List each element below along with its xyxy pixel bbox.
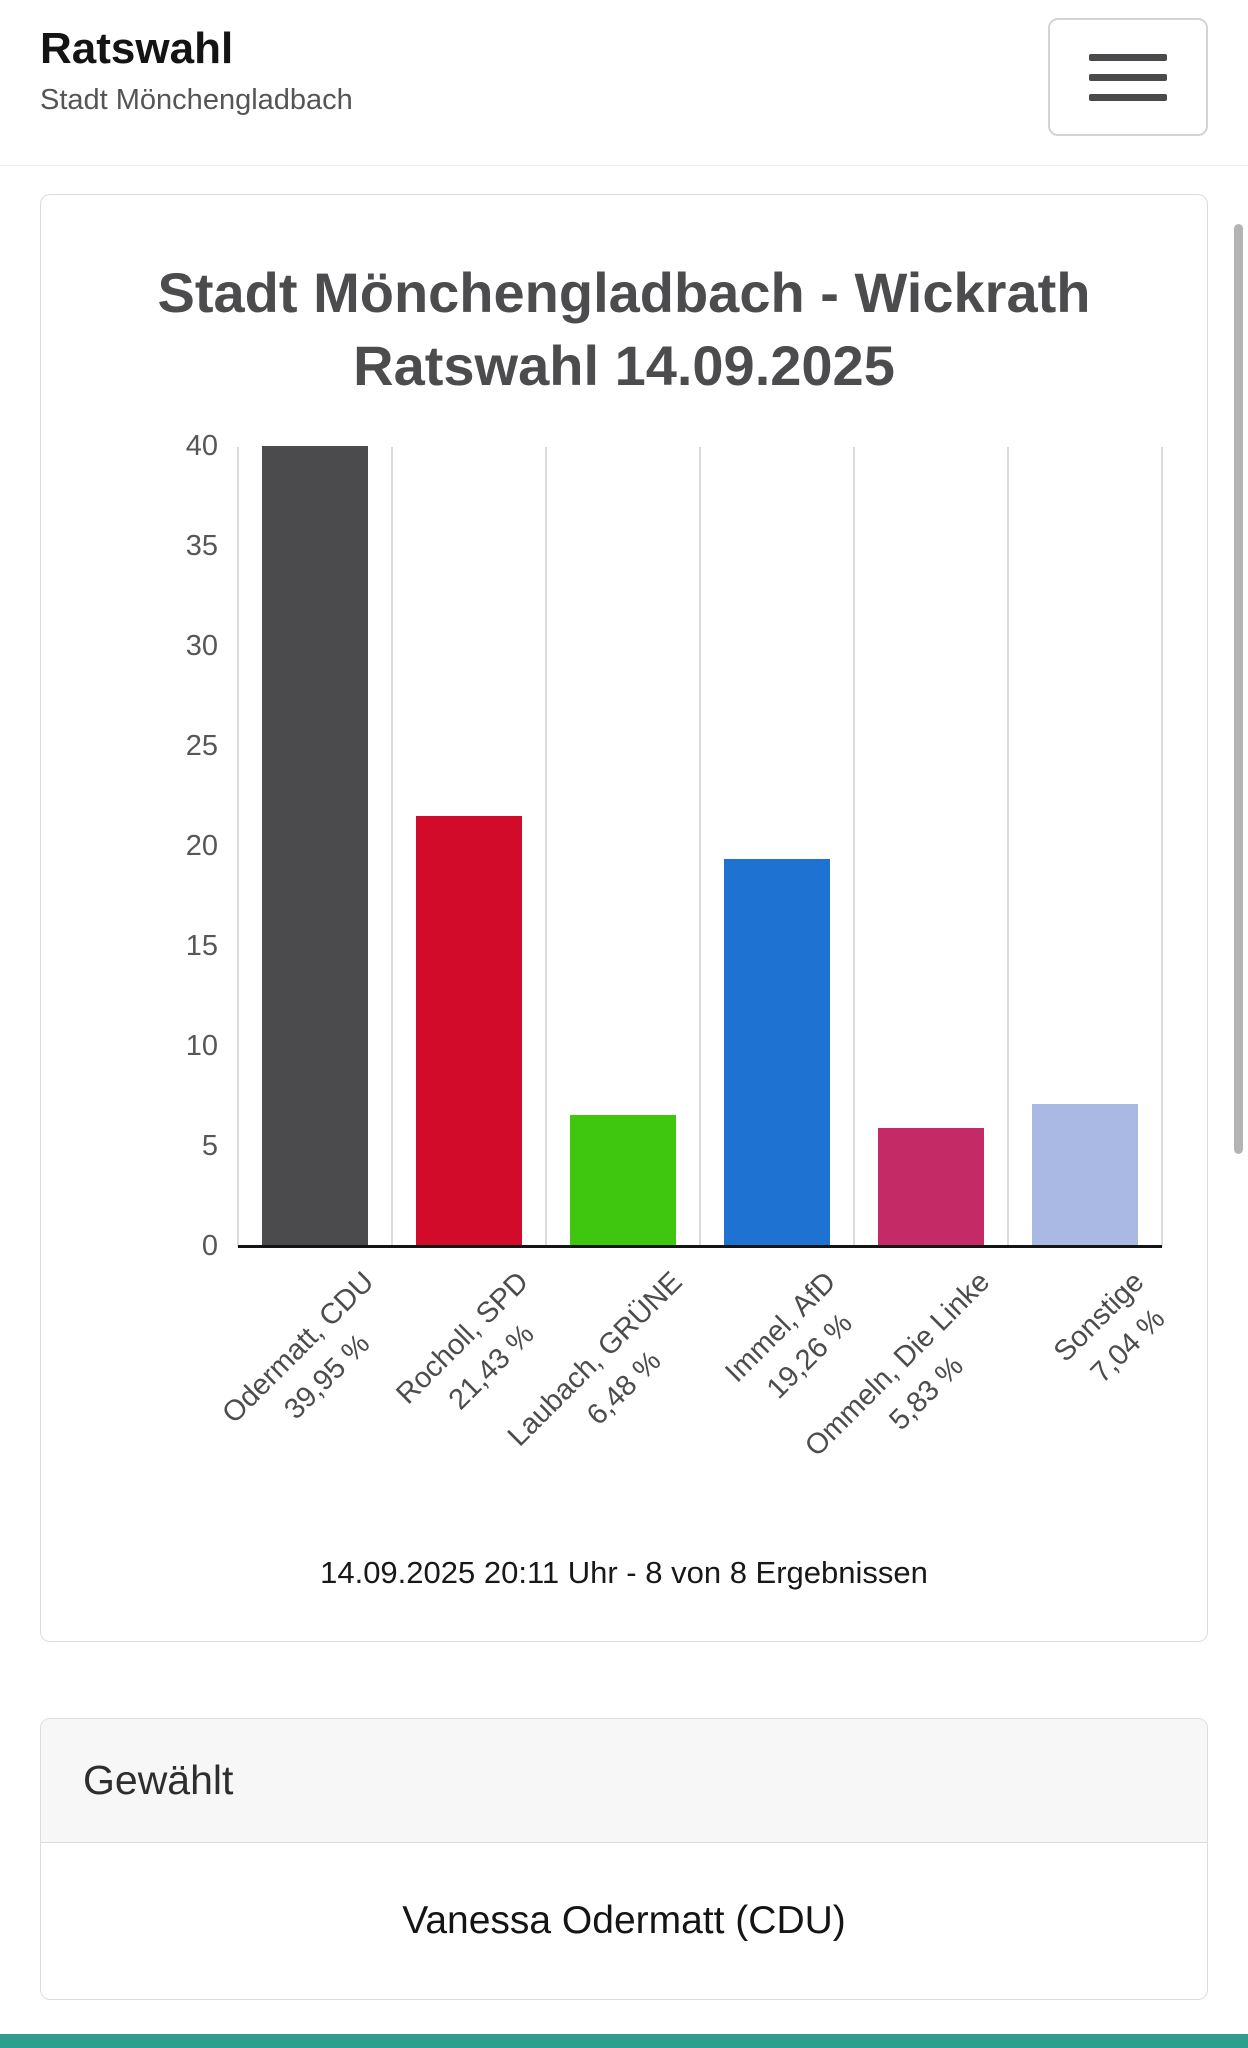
bar-3[interactable] — [724, 859, 830, 1245]
hamburger-menu-button[interactable] — [1048, 18, 1208, 136]
gridline-vertical — [1161, 446, 1163, 1247]
footer-color-strip — [0, 2034, 1248, 2048]
page-subtitle: Stadt Mönchengladbach — [40, 84, 353, 116]
bar-1[interactable] — [416, 816, 522, 1245]
y-tick-label: 25 — [185, 729, 218, 762]
chart-title-line2: Ratswahl 14.09.2025 — [353, 333, 895, 397]
chart-caption: 14.09.2025 20:11 Uhr - 8 von 8 Ergebniss… — [320, 1554, 928, 1590]
y-tick-label: 0 — [201, 1229, 218, 1262]
bar-0[interactable] — [261, 445, 368, 1245]
scrollbar-thumb[interactable] — [1234, 224, 1243, 1154]
page-header: Ratswahl Stadt Mönchengladbach — [0, 0, 1248, 166]
chart-card: Stadt Mönchengladbach - Wickrath Ratswah… — [40, 194, 1208, 1642]
plot-area — [237, 445, 1163, 1248]
gridline-vertical — [699, 446, 701, 1247]
elected-card-header: Gewählt — [41, 1718, 1207, 1843]
bar-2[interactable] — [570, 1115, 676, 1245]
y-tick-label: 10 — [185, 1029, 218, 1062]
hamburger-icon — [1089, 53, 1167, 61]
x-axis-line — [238, 1244, 1162, 1248]
y-tick-label: 15 — [185, 929, 218, 962]
elected-name: Vanessa Odermatt (CDU) — [402, 1898, 846, 1942]
bar-5[interactable] — [1032, 1103, 1138, 1245]
elected-card: Gewählt Vanessa Odermatt (CDU) — [40, 1717, 1208, 2000]
y-tick-label: 5 — [201, 1129, 218, 1162]
bar-chart: 0 5 10 15 20 25 30 35 40 Odermatt, CDU 39,95 % Roc… — [86, 430, 1172, 1547]
y-tick-label: 40 — [185, 429, 218, 462]
y-axis: 0 5 10 15 20 25 30 35 40 — [86, 430, 218, 1262]
hamburger-icon — [1089, 93, 1167, 101]
hamburger-icon — [1089, 73, 1167, 81]
gridline-vertical — [852, 446, 855, 1247]
bar-4[interactable] — [878, 1128, 984, 1245]
chart-title-line1: Stadt Mönchengladbach - Wickrath — [157, 261, 1091, 324]
y-tick-label: 35 — [185, 529, 218, 562]
gridline-vertical — [390, 446, 393, 1247]
y-tick-label: 30 — [185, 629, 218, 662]
x-axis-label: Odermatt, CDU 39,95 % — [214, 1263, 413, 1462]
x-axis-label: Sonstige 7,04 % — [1045, 1263, 1182, 1400]
chart-title: Stadt Mönchengladbach - Wickrath Ratswah… — [86, 257, 1162, 403]
page-title: Ratswahl — [40, 24, 234, 73]
y-tick-label: 20 — [185, 829, 218, 862]
gridline-vertical — [1007, 446, 1009, 1247]
x-labels: Odermatt, CDU 39,95 % Rocholl, SPD 21,43 % L… — [217, 1247, 1172, 1547]
gridline-vertical — [237, 446, 239, 1247]
gridline-vertical — [544, 446, 547, 1247]
